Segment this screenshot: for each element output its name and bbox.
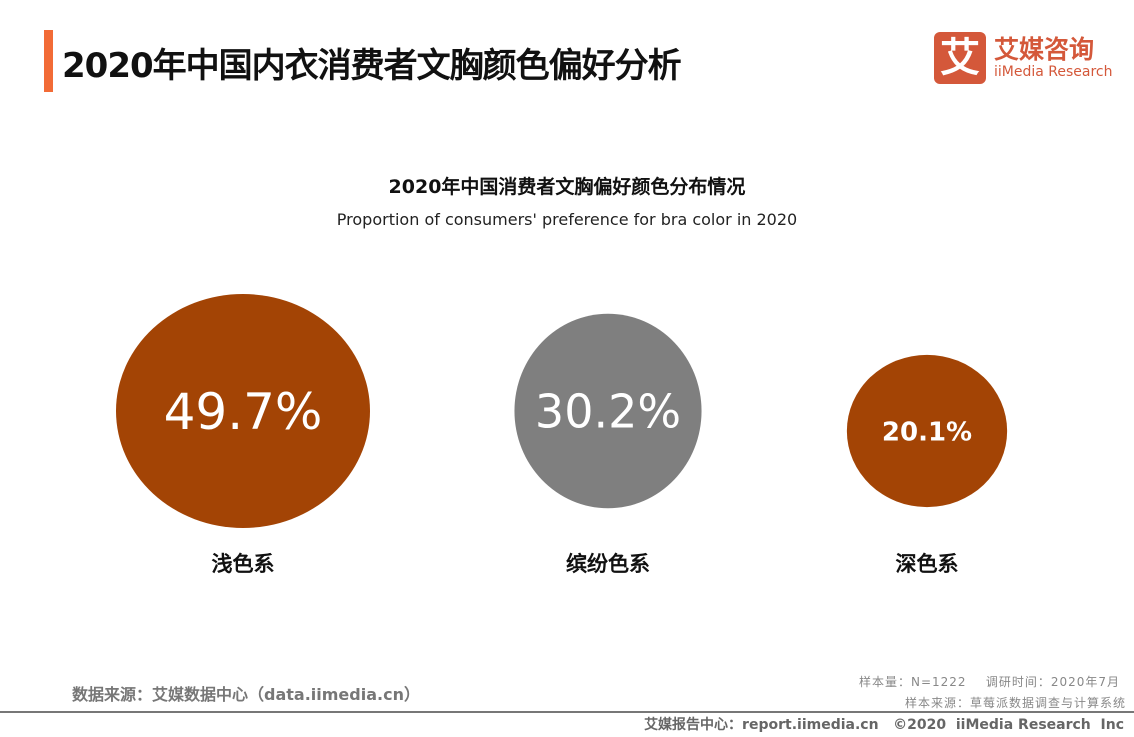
logo-en: iiMedia Research [994, 64, 1113, 80]
title-accent-bar [44, 30, 53, 92]
bubble-0 [116, 294, 370, 528]
bubble-1 [514, 313, 702, 509]
logo-mark: 艾 [934, 32, 986, 84]
sample-source: 样本来源：草莓派数据调查与计算系统 [904, 696, 1126, 710]
category-label: 浅色系 [211, 552, 275, 576]
copyright: 艾媒报告中心：report.iimedia.cn ©2020 iiMedia R… [644, 717, 1124, 733]
data-label: 49.7% [164, 383, 323, 441]
sample-info: 样本量：N=1222 调研时间：2020年7月 [858, 675, 1120, 689]
chart-subtitle: Proportion of consumers' preference for … [336, 210, 798, 229]
iimedia-logo: 艾 艾媒咨询 iiMedia Research [934, 32, 1113, 84]
page-title: 2020年中国内衣消费者文胸颜色偏好分析 [62, 46, 682, 86]
data-label: 30.2% [535, 385, 681, 439]
category-label: 缤纷色系 [566, 552, 650, 576]
data-label: 20.1% [882, 417, 972, 447]
data-source: 数据来源：艾媒数据中心（data.iimedia.cn） [72, 685, 420, 704]
logo-cn: 艾媒咨询 [994, 35, 1095, 64]
chart-title: 2020年中国消费者文胸偏好颜色分布情况 [388, 176, 746, 198]
bubble-2 [846, 354, 1008, 508]
category-label: 深色系 [895, 552, 959, 576]
footer-divider [0, 711, 1134, 713]
